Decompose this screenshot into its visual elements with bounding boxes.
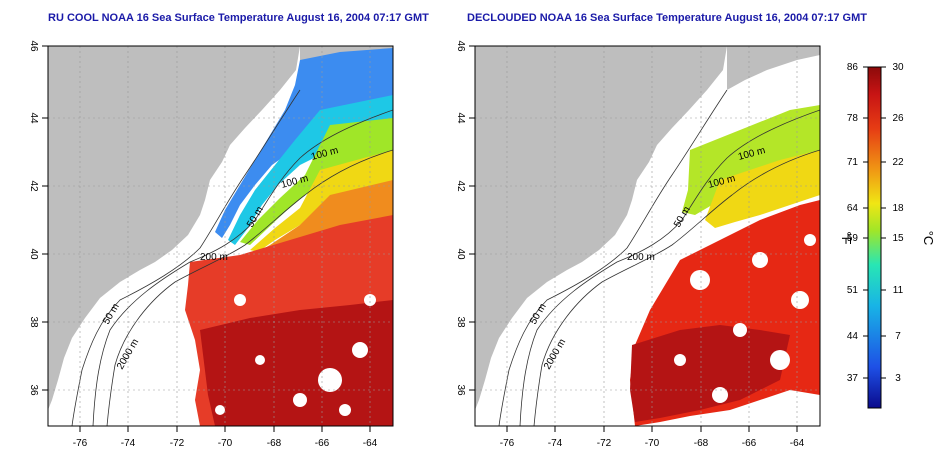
left-x-tick-label: -70 — [218, 438, 233, 449]
left-y-tick-label: 46 — [28, 40, 39, 52]
left-cloud-patches — [215, 294, 376, 416]
left-y-tick-label: 36 — [28, 384, 39, 396]
colorbar-fahrenheit-ticks: 86 78 71 64 59 51 44 37 — [847, 62, 868, 384]
colorbar-fahrenheit-unit: °F — [839, 231, 854, 244]
left-x-tick-label: -66 — [315, 438, 330, 449]
left-x-axis: -76 -74 -72 -70 -68 -66 -64 — [73, 426, 378, 449]
left-x-tick-label: -72 — [170, 438, 185, 449]
right-x-tick-label: -70 — [645, 438, 660, 449]
left-contours — [71, 89, 393, 426]
right-x-tick-label: -74 — [548, 438, 563, 449]
colorbar-c-tick-label: 15 — [892, 233, 904, 244]
right-x-axis: -76 -74 -72 -70 -68 -66 -64 — [500, 426, 805, 449]
colorbar-f-tick-label: 71 — [847, 157, 859, 168]
right-x-tick-label: -64 — [790, 438, 805, 449]
colorbar-celsius-ticks: 30 26 22 18 15 11 7 3 — [881, 62, 904, 384]
left-x-tick-label: -68 — [267, 438, 282, 449]
left-grid — [48, 46, 393, 426]
left-x-tick-label: -74 — [121, 438, 136, 449]
left-map-title: RU COOL NOAA 16 Sea Surface Temperature … — [48, 12, 429, 24]
colorbar-f-tick-label: 78 — [847, 113, 859, 124]
right-land — [475, 46, 727, 410]
left-contour-label-4: 200 m — [200, 252, 228, 263]
left-land — [48, 46, 300, 410]
colorbar-c-tick-label: 30 — [892, 62, 904, 73]
right-cloud-patches — [674, 234, 816, 403]
left-map: 100 m 100 m 50 m 200 m 50 m 2000 m — [48, 46, 393, 426]
colorbar-f-tick-label: 44 — [847, 331, 859, 342]
right-map: 100 m 100 m 50 m 200 m 50 m 2000 m — [475, 46, 820, 426]
right-y-tick-label: 40 — [455, 248, 466, 260]
left-x-tick-label: -64 — [363, 438, 378, 449]
left-sst-darkred — [200, 300, 393, 426]
colorbar-f-tick-label: 37 — [847, 373, 859, 384]
colorbar-f-tick-label: 86 — [847, 62, 859, 73]
right-y-tick-label: 38 — [455, 316, 466, 328]
right-x-tick-label: -66 — [742, 438, 757, 449]
colorbar — [867, 66, 882, 409]
right-y-tick-label: 46 — [455, 40, 466, 52]
left-y-tick-label: 40 — [28, 248, 39, 260]
right-y-tick-label: 44 — [455, 112, 466, 124]
right-sst-darkred — [630, 325, 790, 422]
right-map-frame — [474, 45, 821, 427]
right-map-title: DECLOUDED NOAA 16 Sea Surface Temperatur… — [467, 12, 867, 24]
right-contour-label-4: 200 m — [627, 252, 655, 263]
colorbar-f-tick-label: 64 — [847, 203, 859, 214]
right-x-tick-label: -76 — [500, 438, 515, 449]
left-map-frame — [47, 45, 394, 427]
right-y-tick-label: 42 — [455, 180, 466, 192]
colorbar-f-tick-label: 59 — [847, 233, 859, 244]
right-y-axis: 36 38 40 42 44 46 — [455, 40, 475, 396]
colorbar-c-tick-label: 18 — [892, 203, 904, 214]
right-x-tick-label: -72 — [597, 438, 612, 449]
right-x-tick-label: -68 — [694, 438, 709, 449]
colorbar-c-tick-label: 26 — [892, 113, 904, 124]
left-y-tick-label: 42 — [28, 180, 39, 192]
left-x-tick-label: -76 — [73, 438, 88, 449]
right-contours — [498, 89, 820, 426]
right-sst-yellow — [705, 150, 820, 228]
colorbar-f-tick-label: 51 — [847, 285, 859, 296]
right-sst-green — [682, 105, 820, 215]
colorbar-c-tick-label: 11 — [893, 285, 904, 296]
left-sst-yellow — [250, 150, 393, 252]
colorbar-c-tick-label: 7 — [895, 331, 901, 342]
right-y-tick-label: 36 — [455, 384, 466, 396]
colorbar-celsius-unit: °C — [921, 231, 936, 246]
left-y-tick-label: 38 — [28, 316, 39, 328]
left-y-axis: 36 38 40 42 44 46 — [28, 40, 48, 396]
colorbar-c-tick-label: 3 — [895, 373, 901, 384]
colorbar-c-tick-label: 22 — [892, 157, 904, 168]
left-y-tick-label: 44 — [28, 112, 39, 124]
right-grid — [475, 46, 820, 426]
